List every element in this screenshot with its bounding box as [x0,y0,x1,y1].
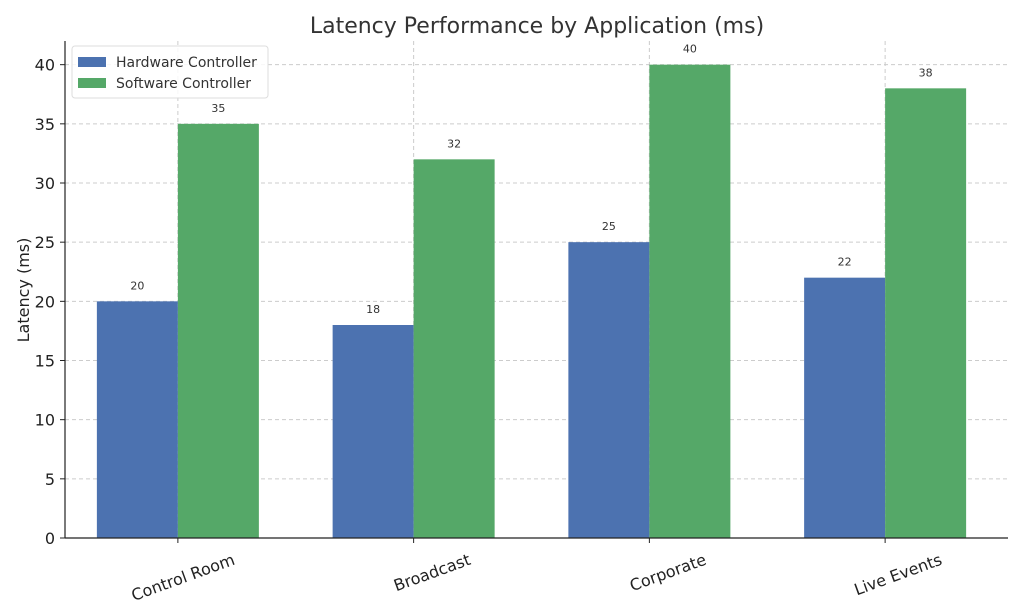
data-label: 18 [366,303,380,316]
x-tick-label: Broadcast [391,550,473,595]
bars-layer [96,64,967,539]
x-tick-label: Corporate [627,550,709,595]
legend-entry-label: Hardware Controller [116,55,257,71]
y-tick-label: 30 [35,174,55,193]
bar-software-controller-control-room [177,123,259,538]
legend-swatch [78,57,106,67]
bar-hardware-controller-broadcast [332,325,414,538]
bar-software-controller-live-events [885,88,967,538]
y-tick-label: 15 [35,352,55,371]
bar-software-controller-corporate [649,64,731,539]
y-tick-label: 35 [35,115,55,134]
y-tick-label: 25 [35,233,55,252]
y-tick-label: 10 [35,411,55,430]
data-label: 35 [211,102,225,115]
bar-hardware-controller-corporate [568,242,650,538]
y-tick-label: 20 [35,292,55,311]
x-tick-label: Live Events [852,550,945,599]
legend-swatch [78,78,106,88]
bar-software-controller-broadcast [413,159,495,539]
data-label: 22 [838,256,852,269]
data-labels-layer: 20 18 25 22 35 32 40 38 [130,43,932,316]
legend: Hardware Controller Software Controller [71,45,269,99]
y-tick-label: 0 [45,529,55,548]
y-tick-label: 40 [35,56,55,75]
bar-hardware-controller-control-room [96,301,178,538]
data-label: 25 [602,220,616,233]
x-tick-label: Control Room [129,550,237,605]
y-tick-label: 5 [45,470,55,489]
data-label: 32 [447,137,461,150]
bar-hardware-controller-live-events [804,277,886,538]
y-axis-label: Latency (ms) [14,238,33,343]
data-label: 38 [919,66,933,79]
legend-box [71,45,269,99]
chart-title: Latency Performance by Application (ms) [310,14,764,39]
legend-entry-label: Software Controller [116,76,251,92]
data-label: 40 [683,43,697,56]
data-label: 20 [130,279,144,292]
